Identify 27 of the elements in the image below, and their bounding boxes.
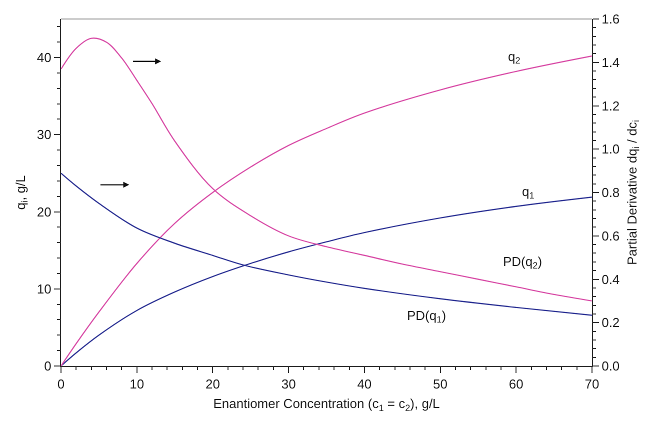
y2-tick-label: 0.4 [602, 272, 620, 287]
series-label: q$_{2}$ [508, 49, 520, 66]
y2-tick-label: 1.0 [602, 142, 620, 157]
y2-tick-label: 0.2 [602, 315, 620, 330]
x-tick-label: 60 [508, 376, 524, 392]
series-label: PD(q$_{1}$) [407, 308, 446, 325]
x-tick-label: 50 [433, 376, 448, 392]
y2-tick-label: 1.2 [602, 98, 620, 114]
y-tick-label: 20 [36, 204, 52, 220]
y-tick-label: 30 [36, 127, 52, 142]
x-tick-label: 20 [205, 376, 220, 392]
series-label: q$_{1}$ [522, 184, 534, 201]
x-tick-label: 70 [584, 376, 600, 392]
y2-tick-label: 1.6 [602, 12, 620, 27]
x-tick-label: 0 [57, 376, 65, 392]
x-axis-title: Enantiomer Concentration (c$_{1}$ = c$_{2}$), g/L [213, 396, 440, 413]
x-tick-label: 10 [130, 376, 144, 392]
y-tick-label: 10 [36, 281, 52, 296]
y-tick-label: 40 [36, 50, 52, 66]
y2-tick-label: 0.8 [602, 185, 620, 200]
y2-tick-label: 0.0 [602, 358, 620, 374]
series-label: PD(q$_{2}$) [503, 254, 542, 271]
y2-tick-label: 1.4 [602, 54, 620, 70]
y-tick-label: 0 [44, 358, 52, 374]
y2-tick-label: 0.6 [602, 228, 620, 244]
x-tick-label: 30 [281, 376, 296, 392]
x-tick-label: 40 [357, 376, 372, 392]
